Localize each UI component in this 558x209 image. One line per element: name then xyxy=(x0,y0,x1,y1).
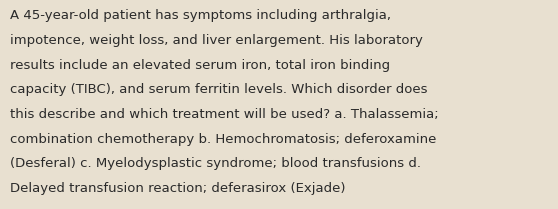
Text: (Desferal) c. Myelodysplastic syndrome; blood transfusions d.: (Desferal) c. Myelodysplastic syndrome; … xyxy=(10,157,421,170)
Text: impotence, weight loss, and liver enlargement. His laboratory: impotence, weight loss, and liver enlarg… xyxy=(10,34,423,47)
Text: A 45-year-old patient has symptoms including arthralgia,: A 45-year-old patient has symptoms inclu… xyxy=(10,9,391,22)
Text: this describe and which treatment will be used? a. Thalassemia;: this describe and which treatment will b… xyxy=(10,108,439,121)
Text: capacity (TIBC), and serum ferritin levels. Which disorder does: capacity (TIBC), and serum ferritin leve… xyxy=(10,83,427,96)
Text: Delayed transfusion reaction; deferasirox (Exjade): Delayed transfusion reaction; deferasiro… xyxy=(10,182,345,195)
Text: results include an elevated serum iron, total iron binding: results include an elevated serum iron, … xyxy=(10,59,390,72)
Text: combination chemotherapy b. Hemochromatosis; deferoxamine: combination chemotherapy b. Hemochromato… xyxy=(10,133,436,146)
